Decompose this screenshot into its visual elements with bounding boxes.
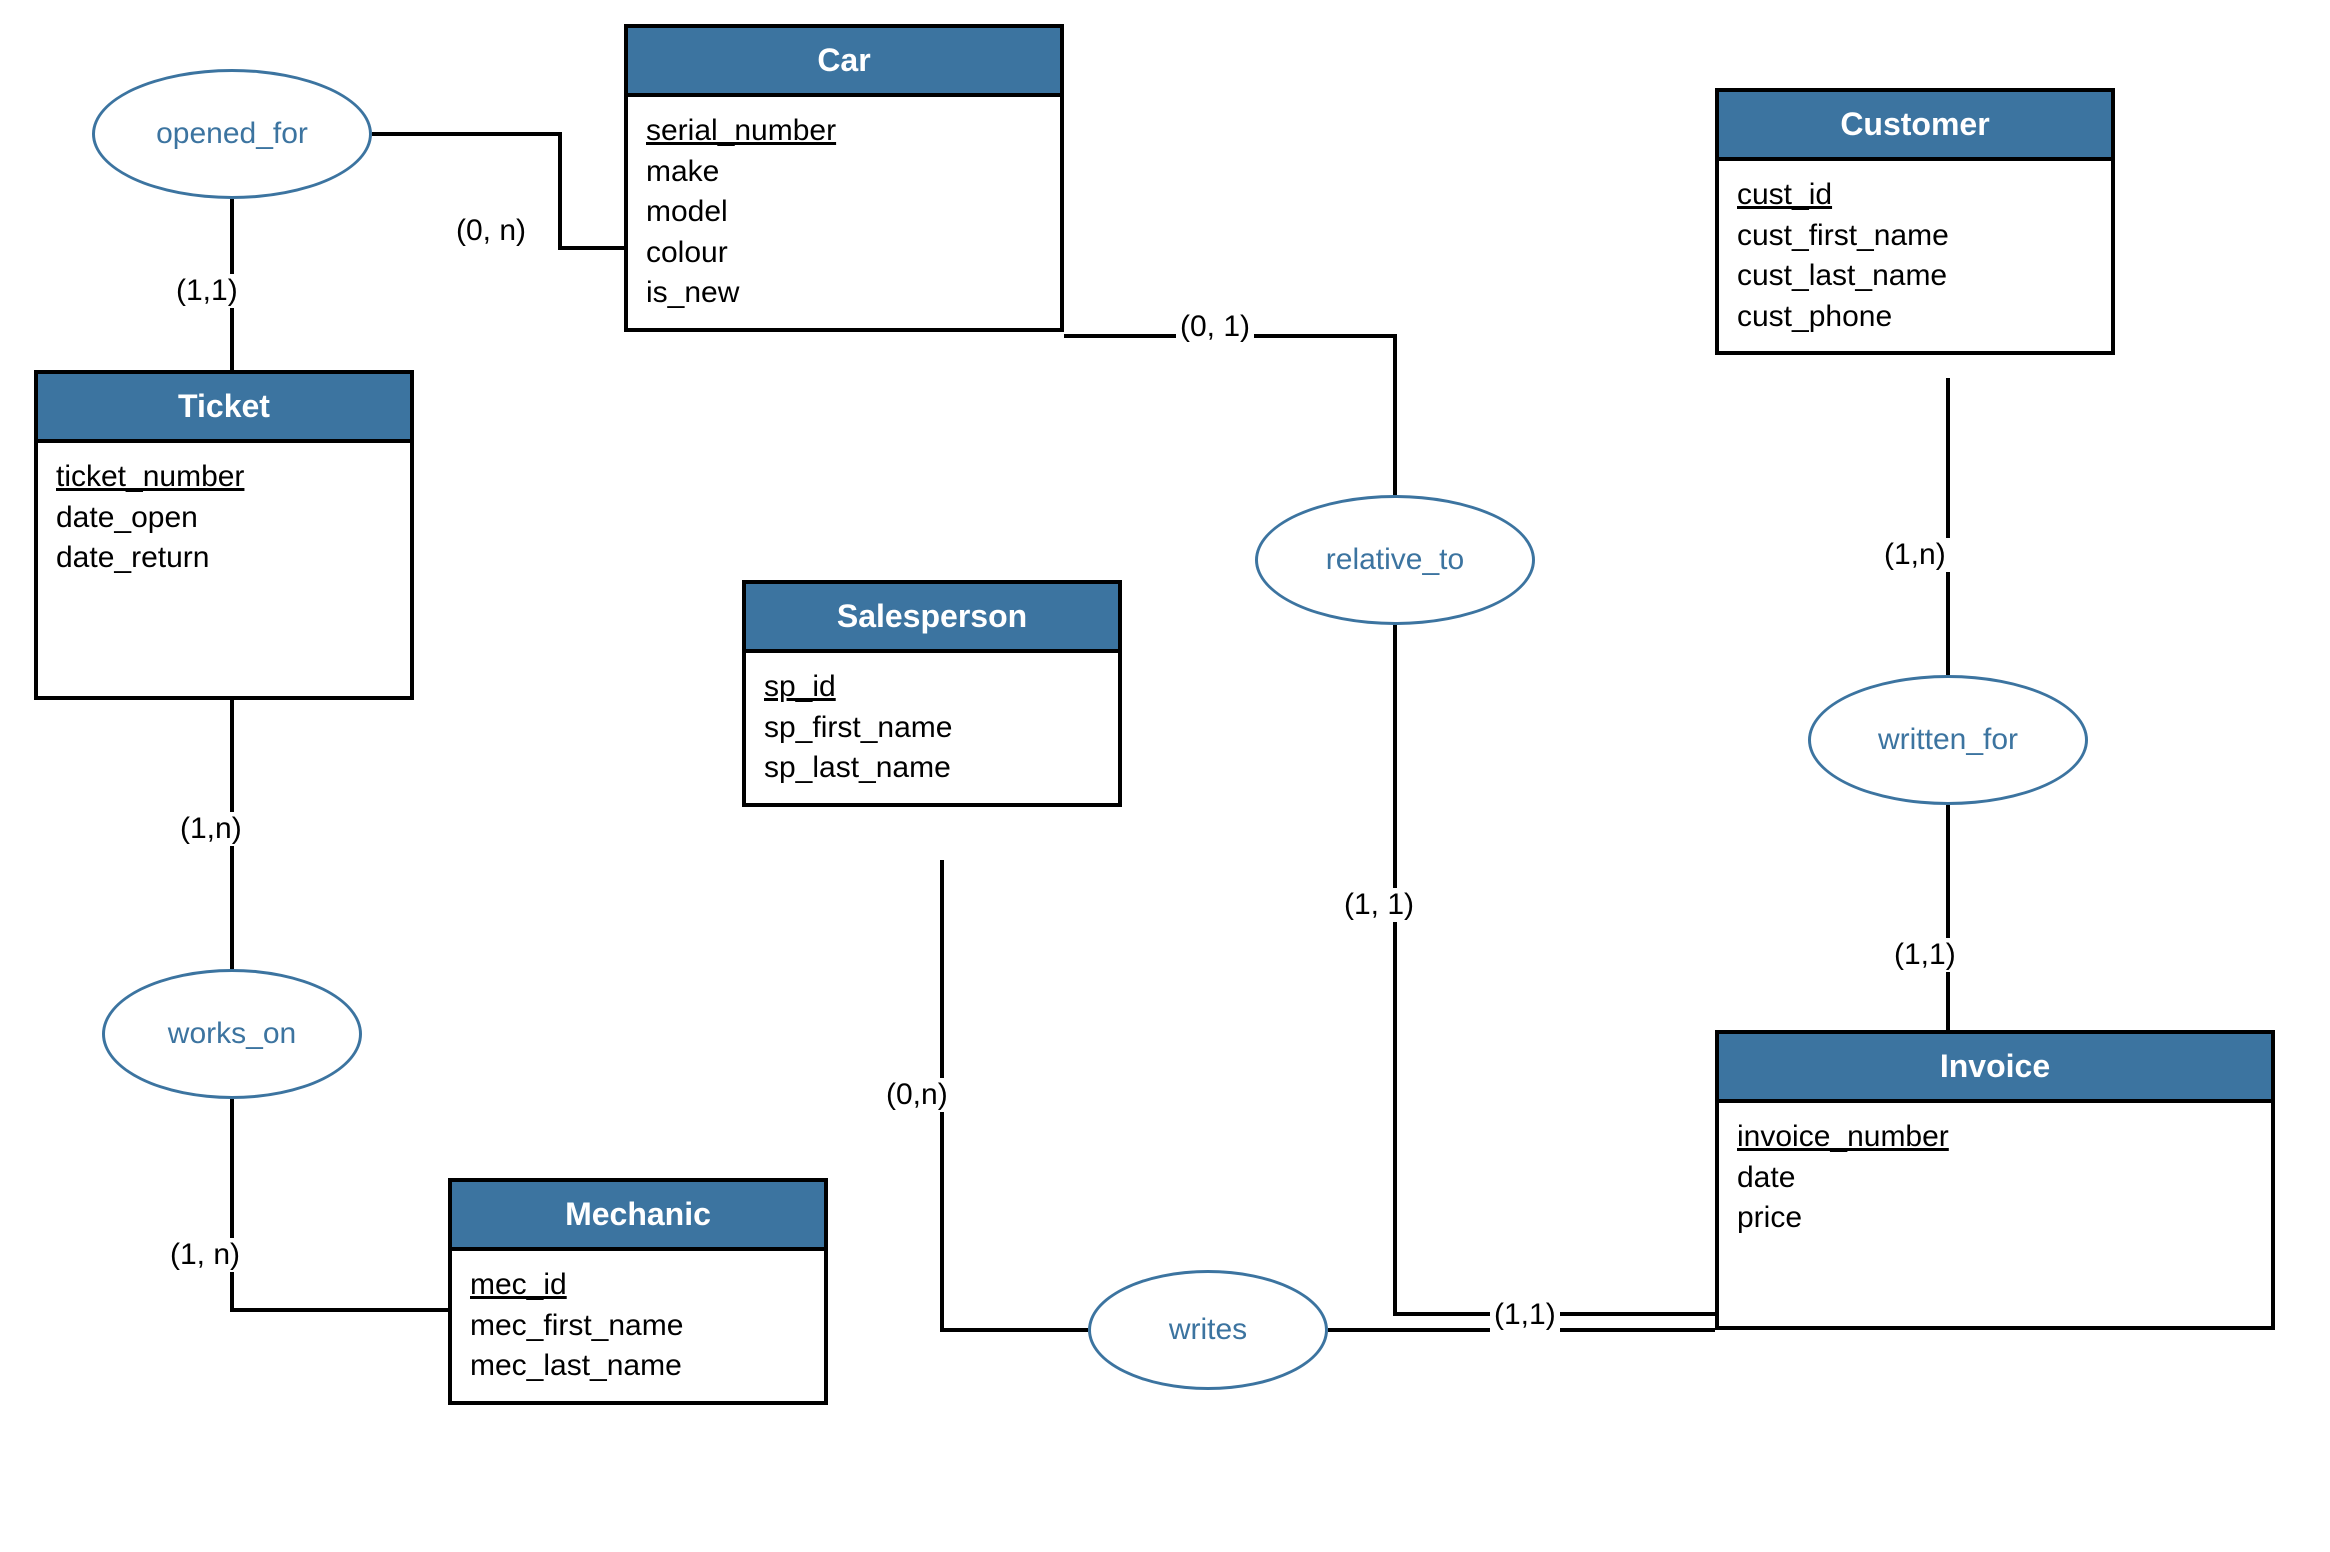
entity-customer-attrs: cust_id cust_first_name cust_last_name c… xyxy=(1719,161,2111,351)
relation-label: opened_for xyxy=(156,117,308,151)
entity-salesperson-attrs: sp_id sp_first_name sp_last_name xyxy=(746,653,1118,803)
relation-works-on: works_on xyxy=(102,969,362,1099)
entity-ticket: Ticket ticket_number date_open date_retu… xyxy=(34,370,414,700)
attr: mec_first_name xyxy=(470,1306,806,1347)
entity-mechanic: Mechanic mec_id mec_first_name mec_last_… xyxy=(448,1178,828,1405)
entity-customer: Customer cust_id cust_first_name cust_la… xyxy=(1715,88,2115,355)
entity-mechanic-title: Mechanic xyxy=(452,1182,824,1251)
cardinality-label: (0, 1) xyxy=(1176,310,1254,344)
entity-salesperson: Salesperson sp_id sp_first_name sp_last_… xyxy=(742,580,1122,807)
relation-writes: writes xyxy=(1088,1270,1328,1390)
relation-opened-for: opened_for xyxy=(92,69,372,199)
attr: cust_phone xyxy=(1737,297,2093,338)
attr: cust_last_name xyxy=(1737,256,2093,297)
entity-ticket-title: Ticket xyxy=(38,374,410,443)
entity-car-attrs: serial_number make model colour is_new xyxy=(628,97,1060,328)
attr: colour xyxy=(646,233,1042,274)
entity-invoice-attrs: invoice_number date price xyxy=(1719,1103,2271,1253)
entity-invoice: Invoice invoice_number date price xyxy=(1715,1030,2275,1330)
cardinality-label: (0,n) xyxy=(882,1078,952,1112)
attr: make xyxy=(646,152,1042,193)
attr: sp_first_name xyxy=(764,708,1100,749)
entity-mechanic-attrs: mec_id mec_first_name mec_last_name xyxy=(452,1251,824,1401)
relation-label: writes xyxy=(1169,1313,1247,1347)
attr: price xyxy=(1737,1198,2253,1239)
relation-written-for: written_for xyxy=(1808,675,2088,805)
attr: sp_id xyxy=(764,667,1100,708)
entity-car: Car serial_number make model colour is_n… xyxy=(624,24,1064,332)
cardinality-label: (1,1) xyxy=(1890,938,1960,972)
cardinality-label: (0, n) xyxy=(452,214,530,248)
relation-relative-to: relative_to xyxy=(1255,495,1535,625)
cardinality-label: (1, 1) xyxy=(1340,888,1418,922)
attr: mec_id xyxy=(470,1265,806,1306)
entity-ticket-attrs: ticket_number date_open date_return xyxy=(38,443,410,593)
attr: is_new xyxy=(646,273,1042,314)
cardinality-label: (1,1) xyxy=(172,274,242,308)
attr: cust_id xyxy=(1737,175,2093,216)
relation-label: relative_to xyxy=(1326,543,1464,577)
entity-salesperson-title: Salesperson xyxy=(746,584,1118,653)
entity-car-title: Car xyxy=(628,28,1060,97)
relation-label: written_for xyxy=(1878,723,2018,757)
entity-customer-title: Customer xyxy=(1719,92,2111,161)
cardinality-label: (1, n) xyxy=(166,1238,244,1272)
attr: model xyxy=(646,192,1042,233)
cardinality-label: (1,n) xyxy=(176,812,246,846)
attr: mec_last_name xyxy=(470,1346,806,1387)
attr: ticket_number xyxy=(56,457,392,498)
attr: date_open xyxy=(56,498,392,539)
entity-invoice-title: Invoice xyxy=(1719,1034,2271,1103)
attr: date xyxy=(1737,1158,2253,1199)
cardinality-label: (1,n) xyxy=(1880,538,1950,572)
attr: sp_last_name xyxy=(764,748,1100,789)
cardinality-label: (1,1) xyxy=(1490,1298,1560,1332)
attr: invoice_number xyxy=(1737,1117,2253,1158)
attr: date_return xyxy=(56,538,392,579)
attr: serial_number xyxy=(646,111,1042,152)
relation-label: works_on xyxy=(168,1017,296,1051)
attr: cust_first_name xyxy=(1737,216,2093,257)
